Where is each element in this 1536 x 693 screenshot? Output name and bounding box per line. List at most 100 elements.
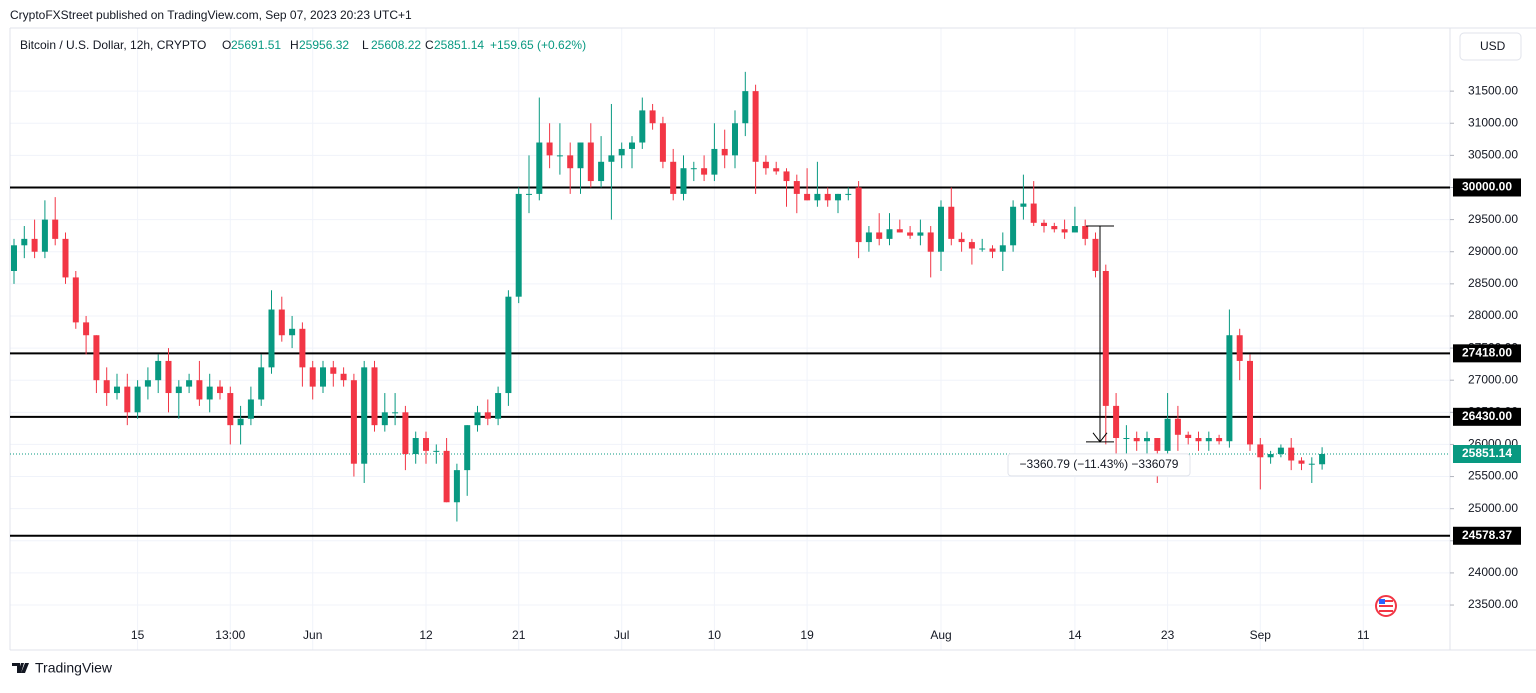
candle-body (1061, 229, 1068, 233)
y-tick-label: 27000.00 (1468, 372, 1518, 386)
candle-body (1113, 405, 1120, 439)
candle-body (742, 91, 749, 124)
candle-body (247, 399, 254, 419)
candle-body (1154, 438, 1161, 451)
candle-body (381, 412, 388, 426)
candle-body (484, 412, 491, 419)
candle-body (340, 373, 347, 381)
currency-button[interactable] (1459, 32, 1522, 61)
candle-body (804, 193, 811, 201)
level-tag (1453, 407, 1521, 426)
level-tag (1453, 526, 1521, 545)
candle-body (392, 412, 399, 414)
candle-body (639, 110, 646, 143)
change-value: +159.65 (+0.62%) (490, 38, 586, 52)
candle-body (103, 380, 110, 394)
candle-body (1174, 418, 1181, 435)
candle-body (1102, 270, 1109, 406)
y-tick-label: 29500.00 (1468, 212, 1518, 226)
candle-body (1051, 226, 1058, 230)
candle-body (835, 193, 841, 201)
candle-body (474, 412, 481, 426)
candle-body (1308, 463, 1315, 465)
candle-body (206, 386, 213, 400)
candle-body (824, 193, 831, 201)
candle-body (680, 168, 687, 194)
candle-body (309, 367, 316, 387)
published-note: CryptoFXStreet published on TradingView.… (10, 8, 412, 22)
candle-body (1133, 438, 1140, 442)
ohlc-label: L (362, 38, 369, 52)
level-label: 24578.37 (1462, 528, 1512, 542)
x-tick-label: Jul (614, 628, 629, 642)
candle-body (350, 380, 357, 464)
candle-body (1288, 447, 1295, 461)
candle-body (196, 380, 203, 400)
candle-body (577, 142, 584, 169)
candle-body (1123, 438, 1130, 440)
candle-body (165, 360, 172, 394)
candle-body (690, 168, 697, 170)
candle-body (1092, 238, 1099, 271)
candle-body (546, 142, 553, 156)
candle-body (608, 155, 615, 162)
candle-body (330, 367, 337, 374)
candle-body (237, 418, 244, 426)
ohlc-value: 25851.14 (434, 38, 484, 52)
candle-body (62, 238, 69, 278)
x-tick-label: 11 (1357, 628, 1370, 642)
level-label: 26430.00 (1462, 409, 1512, 423)
candle-body (659, 123, 666, 162)
x-tick-label: Jun (303, 628, 322, 642)
y-tick-label: 30500.00 (1468, 148, 1518, 162)
x-tick-label: 12 (419, 628, 433, 642)
y-tick-label: 25000.00 (1468, 501, 1518, 515)
candle-body (93, 335, 100, 381)
candle-body (814, 193, 821, 201)
candle-body (762, 161, 769, 169)
candle-body (155, 360, 162, 381)
candle-body (1216, 438, 1223, 442)
y-tick-label: 24000.00 (1468, 565, 1518, 579)
candle-body (175, 386, 182, 394)
candle-body (711, 148, 718, 175)
candle-body (227, 393, 234, 426)
candle-body (1236, 335, 1243, 361)
candle-body (186, 380, 193, 387)
x-tick-label: 10 (708, 628, 722, 642)
candle-body (598, 161, 605, 182)
symbol-title: Bitcoin / U.S. Dollar, 12h, CRYPTO (20, 38, 206, 52)
candle-body (701, 168, 708, 175)
candle-body (845, 193, 852, 195)
candle-body (1319, 453, 1326, 465)
candle-body (1030, 203, 1037, 223)
currency-label[interactable]: USD (1480, 39, 1506, 53)
grid (10, 28, 1450, 650)
candle-body (412, 438, 419, 455)
candle-body (515, 193, 522, 297)
candle-body (876, 232, 883, 239)
x-tick-label: 15 (131, 628, 145, 642)
candle-body (83, 322, 90, 336)
candle-body (927, 232, 934, 252)
candle-body (958, 238, 965, 243)
y-tick-label: 31000.00 (1468, 115, 1518, 129)
candle-body (278, 309, 285, 336)
candle-body (433, 450, 440, 452)
candle-body (1298, 460, 1305, 464)
candle-body (752, 91, 759, 162)
candle-body (968, 242, 975, 249)
candle-body (371, 367, 378, 426)
candle-body (299, 328, 306, 368)
candle-body (134, 386, 141, 413)
candle-body (144, 380, 151, 387)
candle-body (917, 232, 924, 236)
candle-body (1071, 226, 1078, 233)
candle-body (938, 206, 944, 252)
candle-body (732, 123, 738, 156)
x-tick-label: 13:00 (215, 628, 245, 642)
flag-icon (1375, 595, 1397, 617)
brand-logo: TradingView (12, 660, 113, 676)
brand-name: TradingView (35, 660, 113, 676)
